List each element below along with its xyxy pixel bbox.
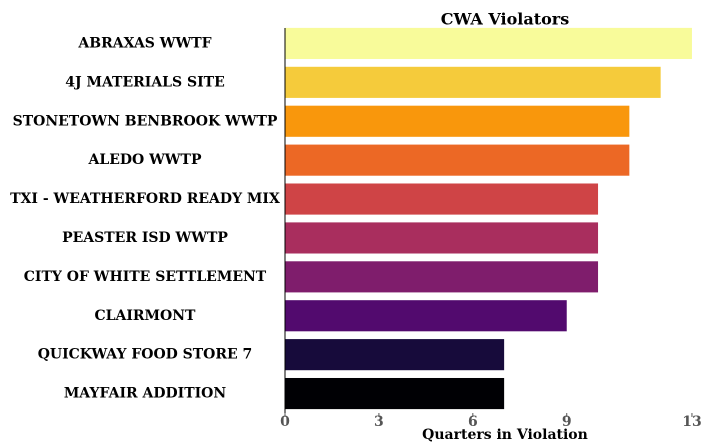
- y-tick-label: 4J MATERIALS SITE: [65, 74, 225, 90]
- x-tick-label: 6: [468, 414, 478, 430]
- x-tick-label: 0: [280, 414, 290, 430]
- bar: [285, 27, 692, 60]
- bar: [285, 300, 567, 332]
- x-tick-label: 9: [562, 414, 572, 430]
- y-tick-label: ALEDO WWTP: [88, 152, 202, 168]
- y-tick-label: CLAIRMONT: [95, 308, 197, 324]
- x-tick-label: 3: [374, 414, 384, 430]
- y-tick-label: ABRAXAS WWTF: [77, 35, 211, 51]
- y-tick-label: TXI - WEATHERFORD READY MIX: [10, 191, 280, 207]
- y-tick-label: QUICKWAY FOOD STORE 7: [38, 347, 253, 363]
- y-tick-label: STONETOWN BENBROOK WWTP: [13, 113, 278, 129]
- bar: [285, 183, 599, 215]
- bar: [285, 105, 630, 137]
- bar: [285, 144, 630, 176]
- x-axis-label: Quarters in Violation: [422, 427, 588, 443]
- y-tick-label: MAYFAIR ADDITION: [64, 386, 227, 402]
- bar: [285, 66, 661, 98]
- bar: [285, 222, 599, 254]
- x-tick-label: 13: [682, 414, 701, 430]
- bar: [285, 261, 599, 293]
- y-tick-label: CITY OF WHITE SETTLEMENT: [24, 269, 267, 285]
- bar: [285, 339, 505, 371]
- bar: [285, 377, 505, 410]
- chart-title: CWA Violators: [441, 10, 570, 29]
- y-tick-label: PEASTER ISD WWTP: [62, 230, 228, 246]
